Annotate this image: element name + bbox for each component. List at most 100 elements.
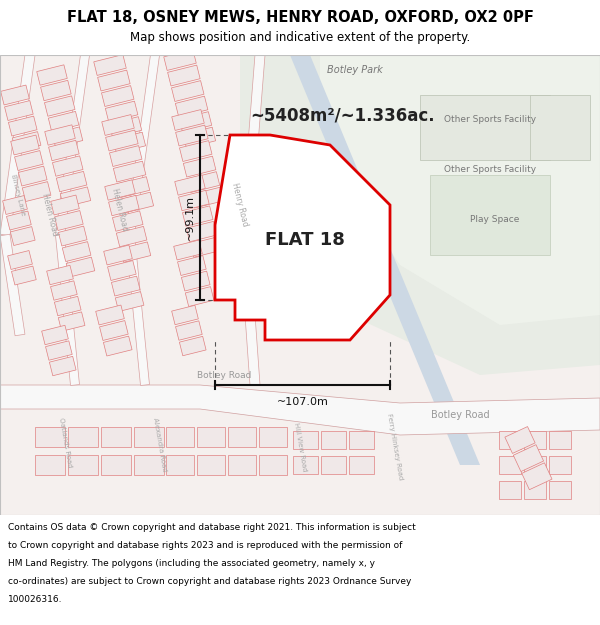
- Polygon shape: [175, 96, 208, 117]
- Text: Helen Road: Helen Road: [40, 192, 59, 238]
- Text: to Crown copyright and database rights 2023 and is reproduced with the permissio: to Crown copyright and database rights 2…: [8, 541, 403, 549]
- Polygon shape: [117, 177, 150, 198]
- Text: Helen Road: Helen Road: [110, 188, 130, 232]
- Polygon shape: [499, 481, 521, 499]
- Polygon shape: [106, 101, 138, 122]
- Polygon shape: [8, 251, 32, 269]
- Polygon shape: [2, 196, 28, 214]
- Polygon shape: [19, 166, 47, 186]
- Polygon shape: [320, 456, 346, 474]
- Polygon shape: [109, 196, 139, 216]
- Polygon shape: [182, 206, 213, 226]
- Polygon shape: [22, 182, 51, 201]
- Polygon shape: [505, 426, 535, 454]
- Bar: [530, 95, 590, 160]
- Polygon shape: [166, 455, 194, 475]
- Text: Play Space: Play Space: [470, 216, 520, 224]
- Polygon shape: [183, 127, 215, 148]
- Polygon shape: [113, 161, 146, 182]
- Polygon shape: [50, 195, 79, 215]
- Polygon shape: [35, 455, 65, 475]
- Polygon shape: [166, 427, 194, 447]
- Text: Botley Road: Botley Road: [431, 410, 490, 420]
- Polygon shape: [524, 456, 546, 474]
- Polygon shape: [11, 135, 40, 155]
- Polygon shape: [175, 175, 205, 195]
- Polygon shape: [101, 455, 131, 475]
- Polygon shape: [104, 245, 133, 265]
- Polygon shape: [524, 431, 546, 449]
- Text: Contains OS data © Crown copyright and database right 2021. This information is : Contains OS data © Crown copyright and d…: [8, 522, 416, 531]
- Polygon shape: [41, 325, 68, 345]
- Text: Ferry Hinksey Road: Ferry Hinksey Road: [386, 413, 404, 481]
- Polygon shape: [176, 125, 208, 146]
- Text: FLAT 18: FLAT 18: [265, 231, 345, 249]
- Polygon shape: [125, 234, 149, 386]
- Polygon shape: [116, 226, 147, 247]
- Text: Other Sports Facility: Other Sports Facility: [444, 166, 536, 174]
- Polygon shape: [102, 114, 134, 136]
- Polygon shape: [100, 321, 128, 341]
- Polygon shape: [275, 155, 330, 225]
- Polygon shape: [115, 292, 144, 311]
- Polygon shape: [45, 125, 75, 145]
- Text: HM Land Registry. The polygons (including the associated geometry, namely x, y: HM Land Registry. The polygons (includin…: [8, 559, 375, 568]
- Polygon shape: [259, 427, 287, 447]
- Polygon shape: [293, 431, 317, 449]
- Polygon shape: [228, 427, 256, 447]
- Polygon shape: [240, 54, 265, 246]
- Polygon shape: [58, 226, 87, 246]
- Polygon shape: [190, 237, 221, 258]
- Polygon shape: [173, 240, 202, 260]
- Text: co-ordinates) are subject to Crown copyright and database rights 2023 Ordnance S: co-ordinates) are subject to Crown copyr…: [8, 576, 412, 586]
- Polygon shape: [55, 296, 81, 316]
- Polygon shape: [125, 54, 160, 236]
- Polygon shape: [259, 455, 287, 475]
- Polygon shape: [197, 427, 225, 447]
- Polygon shape: [349, 456, 373, 474]
- Polygon shape: [68, 455, 98, 475]
- Polygon shape: [35, 427, 65, 447]
- Polygon shape: [56, 171, 87, 192]
- Polygon shape: [197, 455, 225, 475]
- Polygon shape: [68, 427, 98, 447]
- Polygon shape: [290, 55, 480, 465]
- Polygon shape: [101, 427, 131, 447]
- Polygon shape: [105, 180, 135, 200]
- Polygon shape: [0, 385, 600, 435]
- Polygon shape: [47, 265, 73, 285]
- Polygon shape: [1, 85, 29, 105]
- Polygon shape: [215, 135, 390, 340]
- Polygon shape: [5, 101, 33, 121]
- Polygon shape: [349, 431, 373, 449]
- Polygon shape: [522, 463, 552, 490]
- Polygon shape: [11, 266, 36, 285]
- Text: Other Sports Facility: Other Sports Facility: [444, 116, 536, 124]
- Polygon shape: [95, 305, 124, 325]
- Text: Henry Road: Henry Road: [230, 182, 250, 228]
- Text: FLAT 18, OSNEY MEWS, HENRY ROAD, OXFORD, OX2 0PF: FLAT 18, OSNEY MEWS, HENRY ROAD, OXFORD,…: [67, 9, 533, 24]
- Polygon shape: [112, 276, 140, 296]
- Text: Alexandra Road: Alexandra Road: [152, 418, 168, 472]
- Polygon shape: [56, 54, 89, 236]
- Text: ~99.1m: ~99.1m: [185, 195, 195, 240]
- Polygon shape: [184, 156, 216, 177]
- Polygon shape: [179, 191, 209, 211]
- Polygon shape: [107, 261, 136, 281]
- Polygon shape: [179, 336, 206, 356]
- Polygon shape: [172, 109, 204, 131]
- Polygon shape: [113, 132, 146, 153]
- Polygon shape: [7, 211, 31, 230]
- Bar: [430, 175, 550, 255]
- Polygon shape: [134, 427, 164, 447]
- Polygon shape: [549, 431, 571, 449]
- Polygon shape: [106, 130, 138, 151]
- Polygon shape: [172, 81, 204, 101]
- Polygon shape: [50, 281, 77, 300]
- Polygon shape: [10, 227, 35, 246]
- Polygon shape: [164, 49, 196, 71]
- Polygon shape: [240, 55, 600, 375]
- Text: 100026316.: 100026316.: [8, 594, 62, 604]
- Polygon shape: [8, 116, 37, 136]
- Polygon shape: [41, 81, 71, 101]
